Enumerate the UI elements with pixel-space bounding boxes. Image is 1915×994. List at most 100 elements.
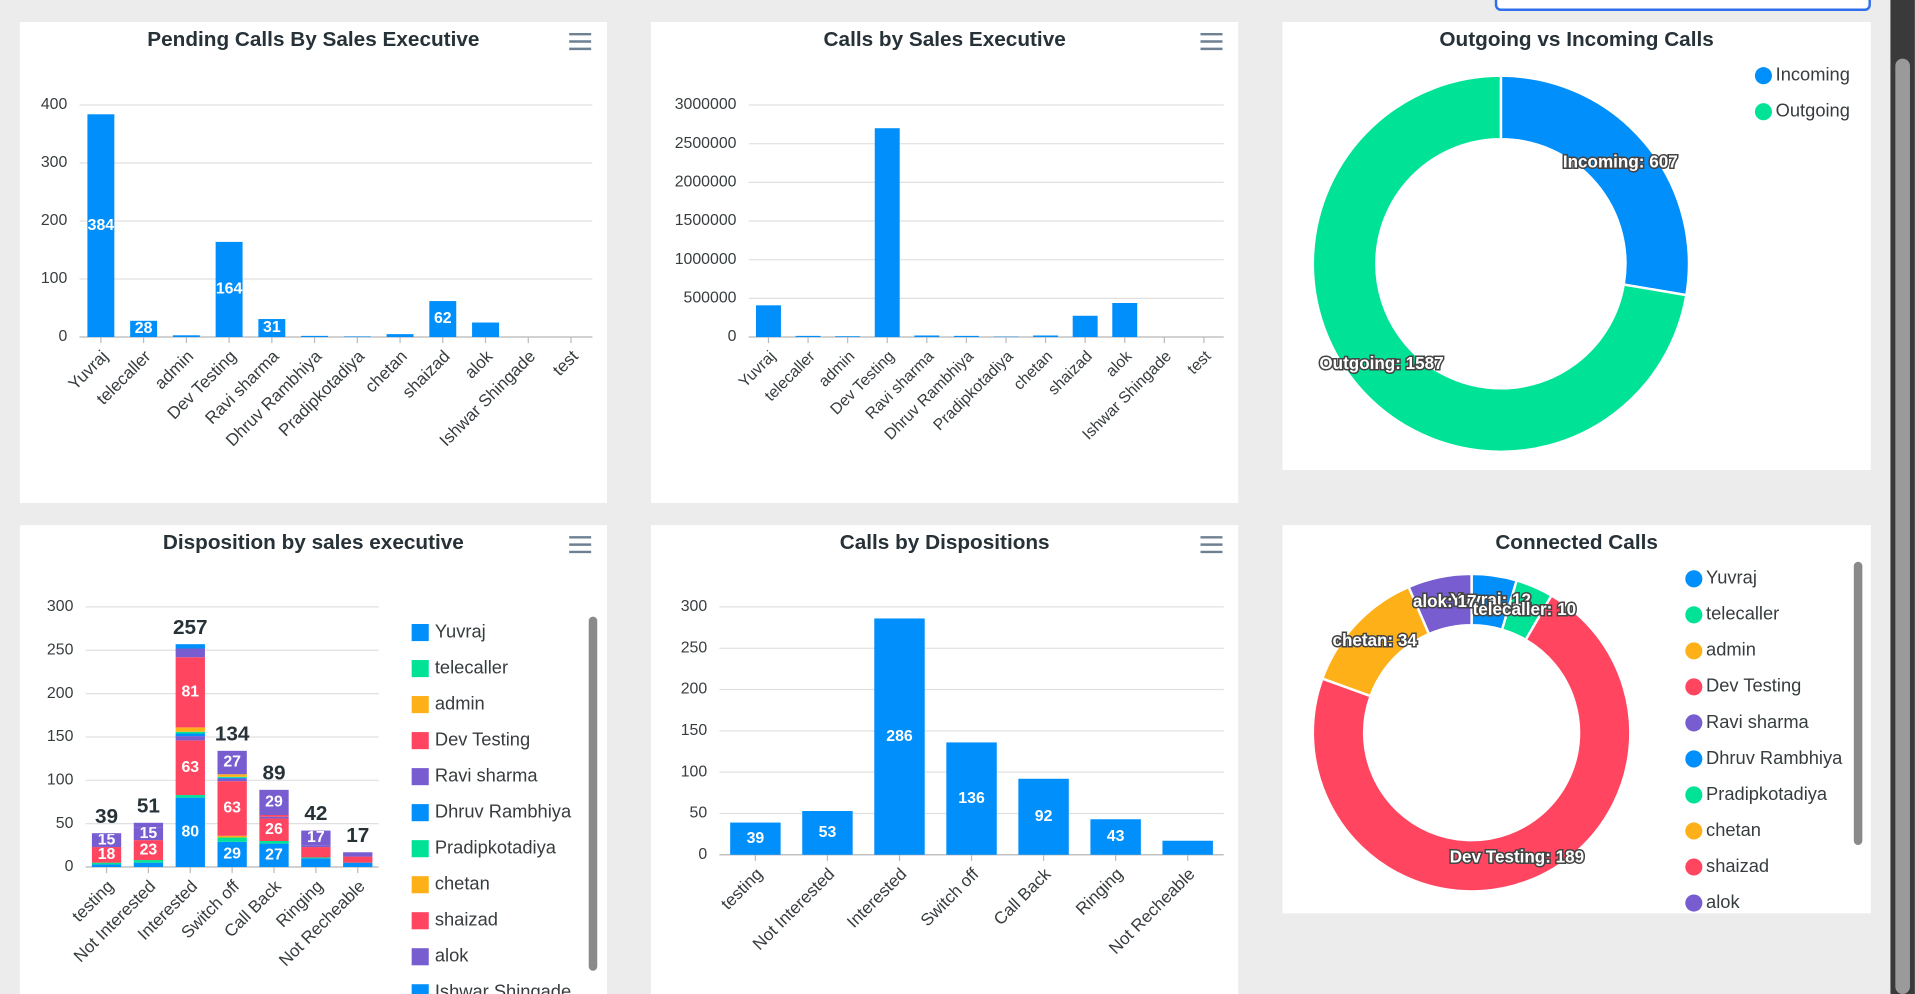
legend-scrollbar[interactable]	[1853, 561, 1863, 846]
legend-label[interactable]: Dev Testing	[435, 728, 530, 749]
menu-icon[interactable]	[1200, 32, 1223, 51]
legend-label[interactable]: Dhruv Rambhiya	[435, 801, 572, 822]
legend-label[interactable]: Yuvraj	[1706, 567, 1757, 588]
legend-label[interactable]: admin	[435, 692, 485, 713]
legend-label[interactable]: Outgoing	[1776, 100, 1850, 121]
legend-label[interactable]: shaizad	[435, 909, 498, 930]
bar	[301, 335, 329, 338]
search-input[interactable]	[1494, 0, 1871, 11]
bar	[1090, 819, 1141, 855]
bar-segment	[175, 648, 205, 658]
legend-marker[interactable]	[1685, 750, 1703, 768]
legend-marker[interactable]	[411, 876, 429, 894]
bar-segment	[259, 840, 289, 844]
legend-marker[interactable]	[411, 804, 429, 822]
chart-panel: Pending Calls By Sales Executive 0 100 200 3…	[19, 21, 608, 504]
data-label: 63	[223, 800, 241, 817]
bar-segment	[175, 727, 205, 732]
panel-background	[650, 525, 1239, 994]
legend-label[interactable]: Yuvraj	[435, 620, 486, 641]
legend-label[interactable]: Dev Testing	[1706, 675, 1801, 696]
legend-scrollbar[interactable]	[588, 616, 598, 971]
panel-background	[650, 21, 1239, 504]
legend-label[interactable]: Incoming	[1776, 64, 1850, 85]
y-tick-label: 2500000	[675, 135, 737, 152]
bar-segment	[301, 857, 331, 859]
bar-segment	[175, 795, 205, 798]
bar	[172, 335, 200, 338]
page-scrollbar-thumb[interactable]	[1895, 58, 1910, 994]
menu-icon[interactable]	[569, 536, 592, 554]
legend-marker[interactable]	[411, 623, 429, 642]
legend-label[interactable]: Ravi sharma	[435, 764, 539, 785]
legend-label[interactable]: telecaller	[1706, 603, 1779, 624]
data-label: 39	[747, 830, 765, 847]
legend-marker[interactable]	[1685, 894, 1703, 912]
data-label: 81	[181, 683, 199, 700]
legend-marker[interactable]	[1685, 786, 1703, 804]
data-label: 164	[216, 281, 243, 298]
legend-label[interactable]: Pradipkotadiya	[435, 837, 557, 858]
legend-marker[interactable]	[411, 732, 429, 750]
legend-marker[interactable]	[411, 840, 429, 858]
slice-label: alok: 17	[1413, 592, 1477, 611]
legend-marker[interactable]	[1685, 714, 1703, 732]
legend-marker[interactable]	[1685, 570, 1703, 588]
legend-label[interactable]: Pradipkotadiya	[1706, 783, 1828, 804]
data-label: 31	[263, 319, 281, 336]
legend-marker[interactable]	[1685, 606, 1703, 624]
y-tick-label: 50	[690, 805, 708, 822]
legend-marker[interactable]	[1754, 67, 1772, 85]
legend-marker[interactable]	[411, 660, 429, 678]
menu-icon[interactable]	[1200, 536, 1223, 554]
legend-label[interactable]: admin	[1706, 639, 1756, 660]
bar	[1018, 778, 1069, 855]
legend-marker[interactable]	[411, 768, 429, 786]
bar-segment	[175, 797, 205, 868]
bar-segment	[301, 847, 331, 858]
bar	[87, 114, 115, 338]
legend-label[interactable]: chetan	[1706, 819, 1761, 840]
chart-panel: Calls by Dispositions050100150200250300t…	[650, 525, 1239, 994]
legend-marker[interactable]	[1685, 678, 1703, 696]
bar-segment	[217, 837, 247, 842]
bar-segment	[133, 827, 164, 841]
legend-label[interactable]: Ravi sharma	[1706, 711, 1810, 732]
legend-label[interactable]: Dhruv Rambhiya	[1706, 747, 1843, 768]
total-label: 89	[262, 761, 285, 784]
legend-label[interactable]: alok	[1706, 891, 1740, 912]
legend-marker[interactable]	[1754, 103, 1772, 121]
legend-marker[interactable]	[1685, 858, 1703, 876]
bar-segment	[217, 841, 247, 868]
total-label: 257	[173, 616, 208, 639]
data-label: 62	[434, 310, 452, 327]
y-tick-label: 300	[47, 598, 74, 615]
donut-slice	[1407, 572, 1473, 636]
legend-label[interactable]: chetan	[435, 873, 490, 894]
chart-title: Disposition by sales executive	[163, 531, 464, 554]
donut-slice	[1311, 593, 1632, 893]
bar	[953, 335, 979, 338]
legend-marker[interactable]	[411, 696, 429, 714]
legend-marker[interactable]	[1685, 642, 1703, 660]
legend-label[interactable]: shaizad	[1706, 855, 1769, 876]
legend-marker[interactable]	[411, 912, 429, 930]
y-tick-label: 0	[65, 858, 74, 875]
legend-label[interactable]: Ishwar Shingade	[435, 981, 571, 994]
y-tick-label: 150	[47, 728, 74, 745]
legend-label[interactable]: alok	[435, 945, 469, 966]
bar	[343, 336, 371, 338]
y-tick-label: 0	[698, 846, 707, 863]
legend-marker[interactable]	[411, 984, 429, 994]
chart-title: Calls by Sales Executive	[824, 28, 1066, 51]
y-tick-label: 200	[681, 681, 708, 698]
y-tick-label: 250	[47, 641, 74, 658]
legend-label[interactable]: telecaller	[435, 656, 508, 677]
legend-marker[interactable]	[411, 948, 429, 966]
legend-marker[interactable]	[1685, 822, 1703, 840]
donut-slice	[1311, 74, 1688, 454]
y-tick-label: 3000000	[675, 96, 737, 113]
y-tick-label: 150	[681, 722, 708, 739]
menu-icon[interactable]	[569, 32, 592, 51]
